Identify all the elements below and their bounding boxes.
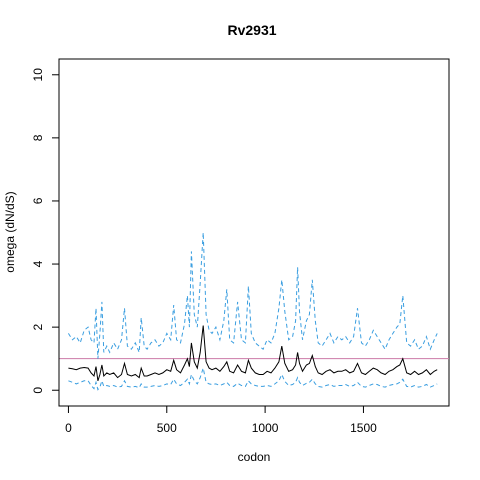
x-tick-label: 1500 [350,421,377,435]
y-tick-label: 8 [31,134,45,141]
x-tick-label: 1000 [252,421,279,435]
series-line-lower [68,366,438,391]
series-line-upper [67,232,438,359]
y-tick-label: 0 [31,387,45,394]
x-tick-label: 500 [157,421,177,435]
y-tick-label: 6 [31,197,45,204]
chart-title: Rv2931 [227,22,276,38]
x-axis-label: codon [238,450,271,464]
x-tick-label: 0 [65,421,72,435]
series-line-mean [68,325,438,381]
y-tick-label: 2 [31,323,45,330]
plot-frame [58,58,450,407]
y-tick-label: 10 [31,68,45,82]
y-axis: 0 2 4 6 8 10 [31,68,60,394]
y-axis-label: omega (dN/dS) [3,191,17,272]
series-layer [59,232,449,391]
y-tick-label: 4 [31,260,45,267]
x-axis: 0 500 1000 1500 [65,405,377,435]
